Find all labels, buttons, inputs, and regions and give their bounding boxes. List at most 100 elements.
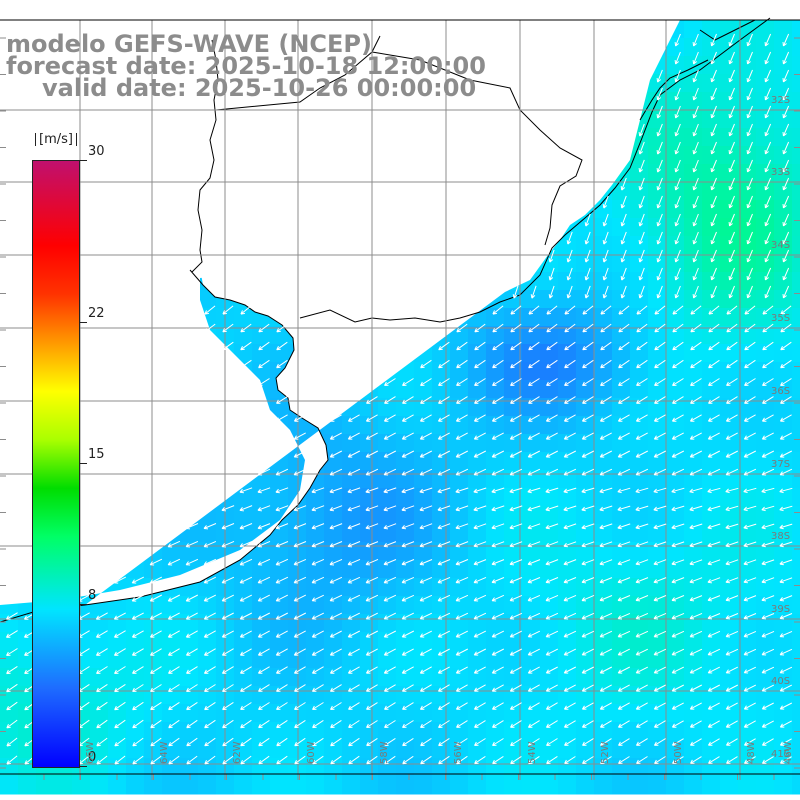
- wind-arrow: [689, 630, 703, 638]
- wind-arrow: [365, 576, 379, 584]
- wind-arrow: [132, 701, 144, 711]
- latitude-label: 35S: [771, 313, 791, 324]
- wind-arrow: [96, 666, 108, 674]
- wind-arrow: [527, 577, 541, 584]
- wind-arrow: [384, 396, 396, 404]
- wind-arrow: [185, 558, 199, 566]
- longitude-label: 52W: [600, 741, 611, 764]
- wind-arrow: [276, 323, 288, 333]
- wind-arrow: [746, 105, 753, 119]
- wind-arrow: [509, 648, 523, 656]
- wind-arrow: [365, 594, 379, 602]
- wind-arrow: [330, 719, 342, 729]
- wind-arrow: [635, 738, 648, 746]
- wind-arrow: [239, 505, 253, 512]
- wind-arrow: [635, 487, 649, 494]
- wind-arrow: [635, 432, 648, 440]
- wind-arrow: [293, 558, 307, 566]
- wind-arrow: [725, 613, 739, 620]
- latitude-label: 40S: [771, 676, 791, 687]
- wind-arrow: [780, 305, 792, 315]
- wind-arrow: [638, 123, 645, 137]
- wind-arrow: [708, 396, 720, 404]
- wind-arrow: [132, 684, 144, 692]
- wind-arrow: [95, 630, 108, 638]
- wind-arrow: [618, 396, 630, 404]
- wind-arrow: [635, 414, 648, 422]
- wind-arrow: [780, 378, 792, 386]
- wind-arrow: [546, 323, 558, 333]
- wind-arrow: [275, 468, 289, 476]
- wind-arrow: [545, 720, 558, 728]
- wind-arrow: [150, 666, 162, 674]
- wind-arrow: [779, 756, 792, 764]
- wind-arrow: [6, 755, 18, 765]
- wind-arrow: [491, 487, 505, 494]
- wind-arrow: [563, 720, 576, 728]
- wind-arrow: [779, 595, 793, 602]
- wind-arrow: [240, 305, 252, 315]
- wind-arrow: [581, 612, 595, 620]
- wind-arrow: [779, 738, 792, 746]
- wind-arrow: [365, 541, 379, 548]
- wind-arrow: [743, 630, 757, 638]
- wind-arrow: [746, 141, 753, 155]
- wind-arrow: [564, 396, 576, 404]
- longitude-label: 48W: [746, 741, 757, 764]
- wind-arrow: [636, 323, 648, 333]
- wind-arrow: [402, 396, 414, 404]
- wind-arrow: [348, 755, 360, 765]
- wind-arrow: [512, 285, 519, 299]
- wind-arrow: [527, 523, 541, 530]
- wind-arrow: [510, 305, 522, 315]
- wind-arrow: [311, 523, 325, 530]
- wind-arrow: [710, 51, 717, 65]
- wind-arrow: [744, 305, 756, 315]
- wind-arrow: [131, 612, 144, 620]
- wind-arrow: [383, 594, 397, 602]
- wind-arrow: [654, 305, 666, 315]
- wind-arrow: [672, 305, 684, 315]
- wind-arrow: [257, 648, 270, 656]
- wind-arrow: [638, 285, 645, 299]
- wind-arrow: [437, 594, 451, 602]
- wind-arrow: [329, 432, 342, 440]
- wind-arrow: [204, 305, 216, 315]
- wind-arrow: [492, 755, 504, 765]
- wind-arrow: [602, 195, 609, 209]
- wind-arrow: [581, 414, 594, 422]
- wind-arrow: [96, 737, 108, 747]
- wind-arrow: [545, 523, 559, 530]
- wind-arrow: [222, 701, 234, 711]
- wind-arrow: [114, 755, 126, 765]
- wind-arrow: [527, 541, 541, 548]
- wind-arrow: [455, 414, 468, 422]
- wind-arrow: [329, 523, 343, 530]
- wind-arrow: [600, 323, 612, 333]
- wind-arrow: [743, 523, 757, 530]
- wind-arrow: [564, 756, 576, 764]
- wind-arrow: [383, 684, 396, 692]
- wind-arrow: [366, 737, 378, 747]
- wind-arrow: [347, 432, 360, 440]
- wind-arrow: [618, 378, 630, 386]
- wind-arrow: [491, 432, 504, 440]
- wind-arrow: [744, 341, 756, 351]
- wind-arrow: [419, 612, 433, 620]
- wind-arrow: [402, 755, 414, 765]
- wind-arrow: [582, 396, 594, 404]
- wind-arrow: [419, 505, 433, 512]
- wind-arrow: [638, 267, 645, 281]
- wind-arrow: [746, 231, 753, 245]
- wind-arrow: [545, 414, 558, 422]
- wind-arrow: [491, 468, 505, 476]
- wind-arrow: [419, 559, 433, 566]
- wind-arrow: [473, 702, 486, 710]
- wind-arrow: [365, 630, 379, 638]
- wind-arrow: [689, 577, 703, 584]
- wind-arrow: [257, 523, 271, 530]
- wind-arrow: [725, 648, 739, 656]
- wind-arrow: [563, 505, 577, 512]
- wind-arrow: [728, 231, 735, 245]
- wind-arrow: [311, 558, 325, 566]
